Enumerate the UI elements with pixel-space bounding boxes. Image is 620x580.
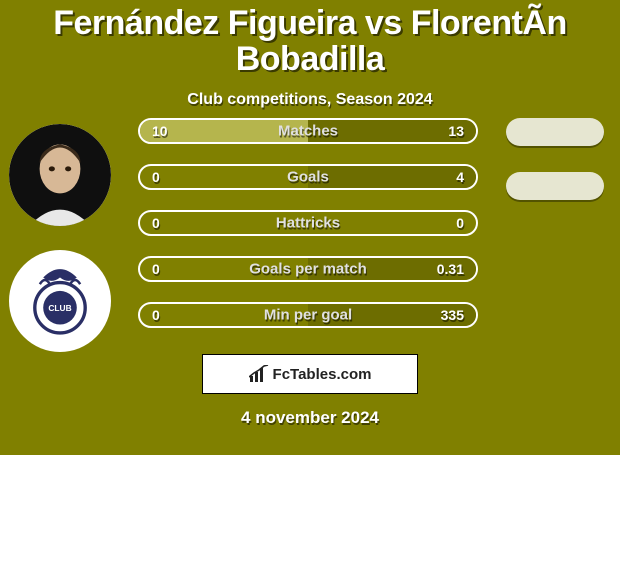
stat-row: 0 0 Hattricks [138,210,478,236]
source-logo: FcTables.com [202,354,418,394]
stat-row: 10 13 Matches [138,118,478,144]
stat-row: 0 0.31 Goals per match [138,256,478,282]
club-badge-svg: CLUB [18,259,102,343]
stat-row: 0 335 Min per goal [138,302,478,328]
page-title: Fernández Figueira vs FlorentÃ­n Bobadil… [0,0,620,77]
subtitle: Club competitions, Season 2024 [0,91,620,109]
metric-label: Goals [287,169,329,186]
stat-row: 0 4 Goals [138,164,478,190]
stat-rows: 10 13 Matches 0 4 Goals 0 0 Hattricks 0 0.31 Goals … [138,118,478,328]
left-value: 0 [152,307,160,323]
comparison-card: Fernández Figueira vs FlorentÃ­n Bobadil… [0,0,620,455]
metric-label: Goals per match [249,261,367,278]
metric-label: Min per goal [264,307,352,324]
left-value: 0 [152,261,160,277]
side-slot [506,172,604,200]
right-value: 335 [441,307,464,323]
source-logo-text: FcTables.com [273,366,372,383]
right-value: 13 [448,123,464,139]
right-bar [308,166,476,188]
left-value: 0 [152,215,160,231]
left-value: 0 [152,169,160,185]
side-slot [506,118,604,146]
svg-text:CLUB: CLUB [48,303,71,313]
side-slots [506,118,604,200]
avatars-column: CLUB [9,124,111,352]
metric-label: Hattricks [276,215,340,232]
player2-club-badge: CLUB [9,250,111,352]
date-text: 4 november 2024 [241,408,379,428]
left-value: 10 [152,123,168,139]
player1-avatar-svg [9,124,111,226]
right-value: 0 [456,215,464,231]
metric-label: Matches [278,123,338,140]
right-value: 4 [456,169,464,185]
right-value: 0.31 [437,261,464,277]
chart-icon [249,365,269,383]
player1-avatar [9,124,111,226]
